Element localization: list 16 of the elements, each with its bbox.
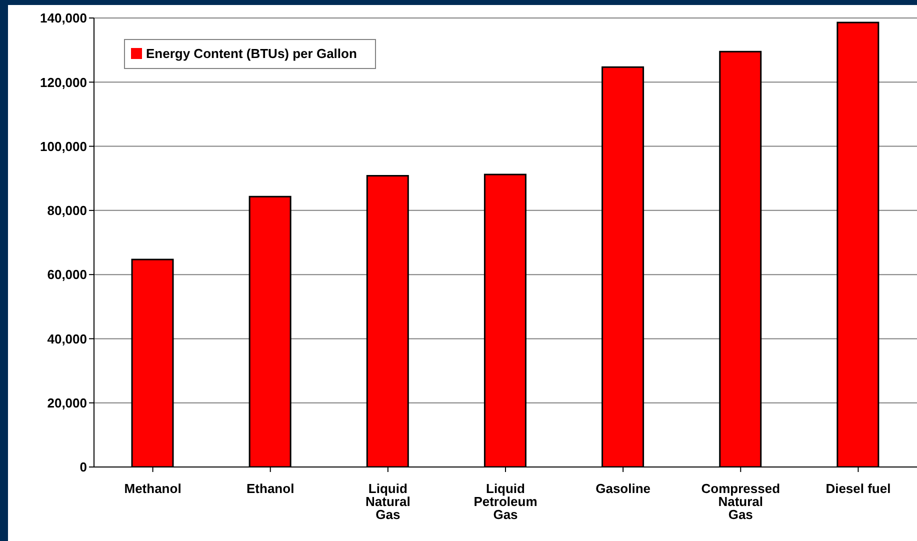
x-tick-label: Diesel fuel <box>826 481 891 496</box>
x-tick-label: Liquid Petroleum Gas <box>474 481 538 522</box>
x-tick-label: Methanol <box>124 481 182 496</box>
y-tick-label: 120,000 <box>40 74 87 90</box>
y-tick-label: 80,000 <box>47 203 87 218</box>
x-tick-label: Gasoline <box>596 481 651 496</box>
y-tick-label: 100,000 <box>40 138 87 154</box>
legend-label: Energy Content (BTUs) per Gallon <box>146 46 357 61</box>
y-tick-label: 40,000 <box>47 331 87 346</box>
y-tick-label: 0 <box>80 460 87 475</box>
x-tick-label: Compressed Natural Gas <box>701 481 780 522</box>
y-tick-label: 60,000 <box>47 267 87 282</box>
x-tick-label: Liquid Natural Gas <box>366 481 410 522</box>
x-tick-label: Ethanol <box>246 481 294 496</box>
y-tick-label: 20,000 <box>47 395 87 410</box>
y-tick-label: 140,000 <box>40 10 87 26</box>
